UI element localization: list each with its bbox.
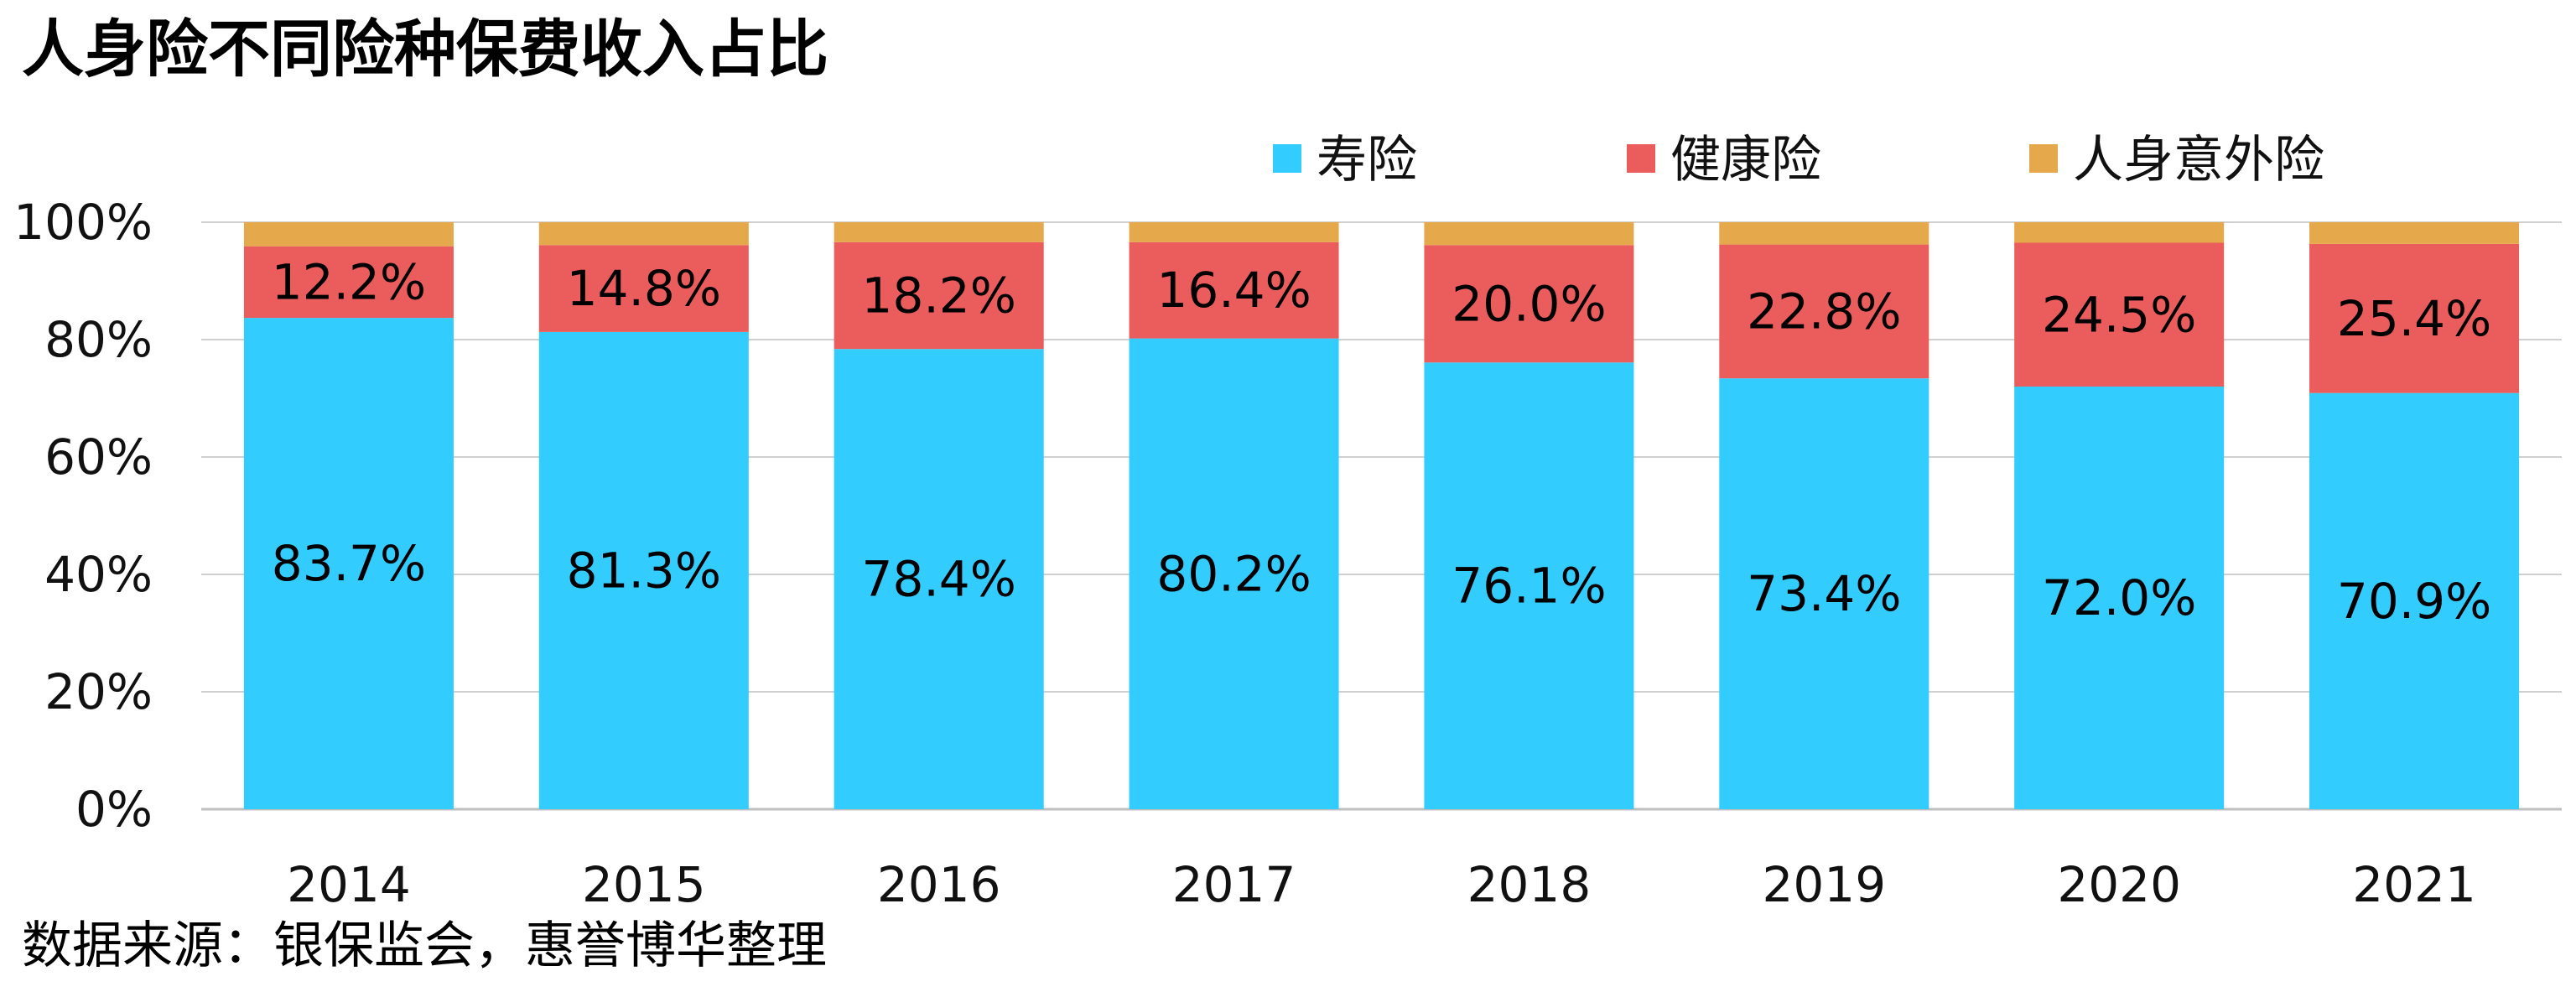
data-source-note: 数据来源：银保监会，惠誉博华整理 — [22, 917, 827, 975]
y-tick-label: 100% — [13, 194, 153, 251]
legend: 寿险 健康险 人身意外险 — [1273, 131, 2324, 190]
y-tick-label: 80% — [44, 311, 153, 368]
data-label: 78.4% — [862, 551, 1016, 608]
bar-segment — [2309, 222, 2520, 244]
legend-swatch — [1273, 144, 1301, 173]
data-label: 76.1% — [1452, 558, 1606, 615]
data-label: 20.0% — [1452, 275, 1606, 332]
x-tick-label: 2018 — [1467, 856, 1592, 913]
data-label: 80.2% — [1156, 545, 1311, 602]
data-label: 70.9% — [2337, 573, 2491, 630]
bar-segment — [538, 222, 749, 246]
x-tick-label: 2015 — [582, 856, 706, 913]
x-tick-label: 2017 — [1172, 856, 1296, 913]
bar-segment — [243, 246, 454, 319]
data-label: 16.4% — [1156, 262, 1311, 319]
y-tick-label: 0% — [75, 781, 153, 838]
y-tick-label: 60% — [44, 428, 153, 486]
bar-segment — [2014, 222, 2225, 243]
x-axis: 2014 2015 2016 2017 2018 2019 2020 2021 — [287, 856, 2476, 913]
x-tick-label: 2020 — [2057, 856, 2181, 913]
y-axis: 0% 20% 40% 60% 80% 100% — [13, 194, 153, 838]
bar-segment — [243, 222, 454, 247]
data-labels: 83.7% 12.2% 81.3% 14.8% 78.4% 18.2% 80.2% 16.4%… — [272, 253, 2491, 629]
bar-segment — [1129, 338, 1339, 810]
bar-segment — [538, 331, 749, 809]
bars — [243, 222, 2520, 810]
legend-label: 健康险 — [1670, 131, 1821, 190]
legend-label: 寿险 — [1317, 131, 1417, 190]
bar-segment — [1719, 244, 1929, 379]
bar-segment — [1424, 245, 1634, 363]
legend-label: 人身意外险 — [2073, 131, 2324, 190]
data-label: 14.8% — [567, 260, 721, 317]
data-label: 72.0% — [2042, 569, 2196, 626]
data-label: 25.4% — [2337, 290, 2491, 347]
bar-segment — [834, 222, 1044, 242]
legend-swatch — [1627, 144, 1655, 173]
bar-segment — [1129, 222, 1339, 242]
y-tick-label: 40% — [44, 546, 153, 603]
x-tick-label: 2014 — [287, 856, 411, 913]
y-tick-label: 20% — [44, 663, 153, 720]
data-label: 12.2% — [272, 253, 426, 310]
bar-segment — [1719, 222, 1929, 245]
data-label: 24.5% — [2042, 286, 2196, 343]
bar-segment — [1129, 242, 1339, 339]
bar-segment — [2014, 242, 2225, 387]
bar-segment — [834, 242, 1044, 350]
bar-segment — [243, 318, 454, 810]
data-label: 18.2% — [862, 267, 1016, 325]
data-label: 81.3% — [567, 542, 721, 599]
data-label: 22.8% — [1747, 283, 1901, 340]
legend-swatch — [2029, 144, 2058, 173]
bar-segment — [2309, 392, 2520, 809]
bar-segment — [1424, 362, 1634, 809]
data-label: 83.7% — [272, 535, 426, 592]
data-label: 73.4% — [1747, 565, 1901, 622]
bar-segment — [538, 245, 749, 332]
bar-segment — [2014, 387, 2225, 809]
bar-segment — [1719, 378, 1929, 809]
x-tick-label: 2019 — [1763, 856, 1887, 913]
bar-segment — [834, 349, 1044, 809]
chart-title: 人身险不同险种保费收入占比 — [22, 13, 828, 86]
x-tick-label: 2016 — [877, 856, 1001, 913]
bar-segment — [1424, 222, 1634, 246]
bar-segment — [2309, 243, 2520, 393]
x-tick-label: 2021 — [2352, 856, 2476, 913]
